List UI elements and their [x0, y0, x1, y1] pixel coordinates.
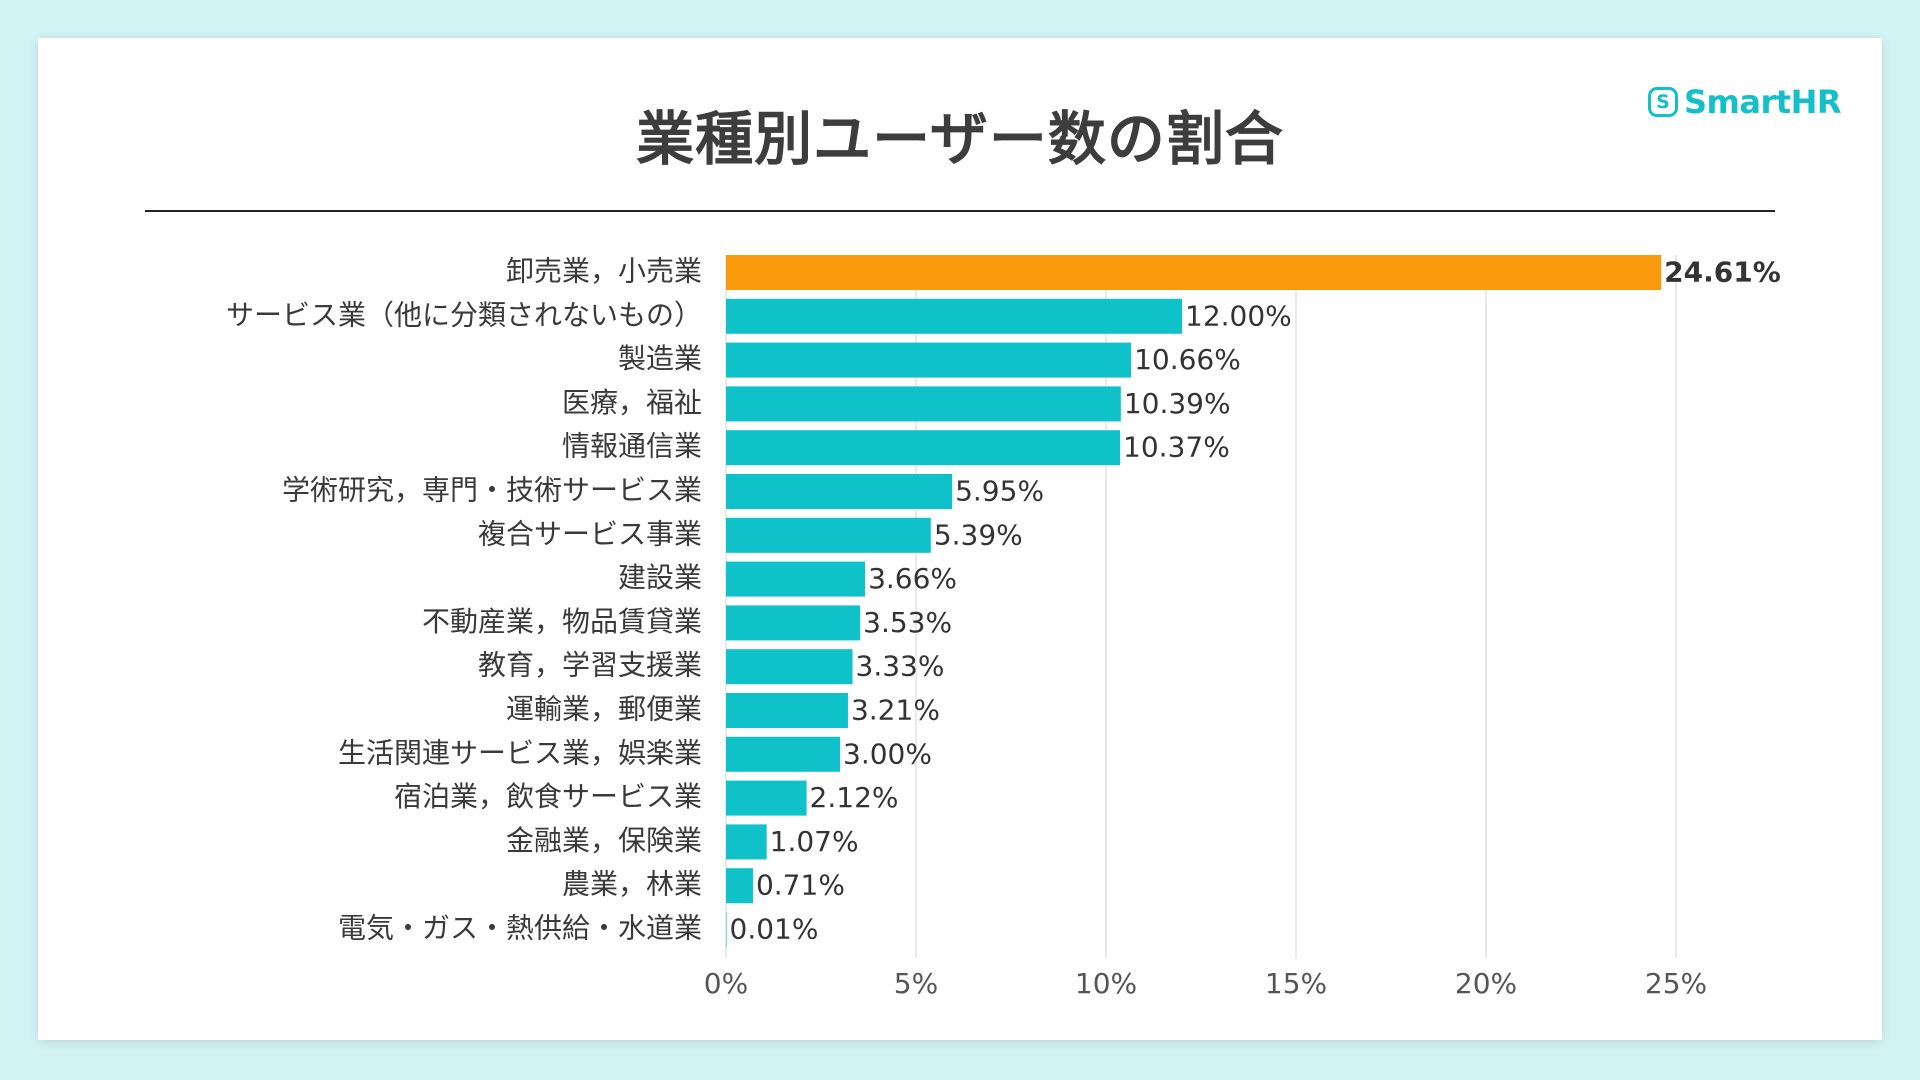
smarthr-logo: S SmartHR: [1648, 80, 1841, 124]
bar-1: [726, 255, 1662, 290]
bar-3: [726, 342, 1132, 378]
category-label: 電気・ガス・熱供給・水道業: [338, 912, 702, 945]
value-label: 24.61%: [1664, 256, 1781, 289]
category-label: 複合サービス事業: [478, 517, 702, 550]
bar-13: [726, 780, 807, 816]
value-label: 10.37%: [1123, 431, 1230, 464]
value-label: 3.21%: [851, 694, 940, 727]
bar-6: [726, 474, 953, 509]
value-label: 3.33%: [856, 650, 945, 683]
x-tick-label: 0%: [704, 967, 748, 1000]
category-label: 情報通信業: [562, 430, 702, 463]
bar-5: [726, 430, 1121, 466]
value-label: 3.66%: [868, 562, 957, 595]
value-label: 12.00%: [1185, 299, 1292, 332]
x-tick-label: 20%: [1455, 967, 1517, 1000]
title-divider: [145, 210, 1775, 212]
bar-15: [726, 868, 753, 904]
category-label: 生活関連サービス業，娯楽業: [338, 736, 702, 769]
x-tick-label: 5%: [894, 967, 938, 1000]
bar-16: [726, 912, 727, 947]
category-label: 金融業，保険業: [506, 824, 702, 857]
value-label: 10.66%: [1134, 343, 1241, 376]
value-label: 0.01%: [730, 913, 819, 946]
bar-2: [726, 298, 1182, 334]
category-label: 医療，福祉: [562, 386, 702, 419]
value-label: 0.71%: [756, 869, 845, 902]
x-tick-label: 25%: [1645, 967, 1707, 1000]
value-label: 3.00%: [843, 737, 932, 770]
bar-4: [726, 386, 1121, 422]
x-tick-label: 10%: [1075, 967, 1137, 1000]
category-label: 運輸業，郵便業: [506, 693, 702, 726]
category-label: 農業，林業: [562, 868, 702, 901]
category-label: サービス業（他に分類されないもの）: [226, 298, 702, 331]
smarthr-logo-icon: S: [1648, 87, 1678, 117]
category-label: 不動産業，物品賃貸業: [422, 605, 702, 638]
value-label: 10.39%: [1124, 387, 1231, 420]
category-label: 宿泊業，飲食サービス業: [394, 780, 702, 813]
category-label: 製造業: [618, 342, 702, 375]
bar-11: [726, 693, 848, 728]
category-label: 建設業: [618, 561, 702, 594]
category-label: 卸売業，小売業: [506, 255, 702, 288]
bar-9: [726, 605, 861, 641]
smarthr-logo-text: SmartHR: [1684, 83, 1841, 121]
value-label: 5.39%: [934, 518, 1023, 551]
chart-card: [38, 38, 1882, 1040]
bar-8: [726, 561, 866, 597]
value-label: 2.12%: [810, 781, 899, 814]
bar-12: [726, 736, 840, 772]
category-label: 学術研究，専門・技術サービス業: [282, 474, 702, 507]
bar-14: [726, 824, 767, 860]
x-tick-label: 15%: [1265, 967, 1327, 1000]
value-label: 3.53%: [863, 606, 952, 639]
category-label: 教育，学習支援業: [478, 649, 702, 682]
bar-10: [726, 649, 853, 685]
value-label: 5.95%: [955, 475, 1044, 508]
value-label: 1.07%: [770, 825, 859, 858]
bar-7: [726, 517, 931, 553]
chart-title: 業種別ユーザー数の割合: [636, 105, 1284, 173]
